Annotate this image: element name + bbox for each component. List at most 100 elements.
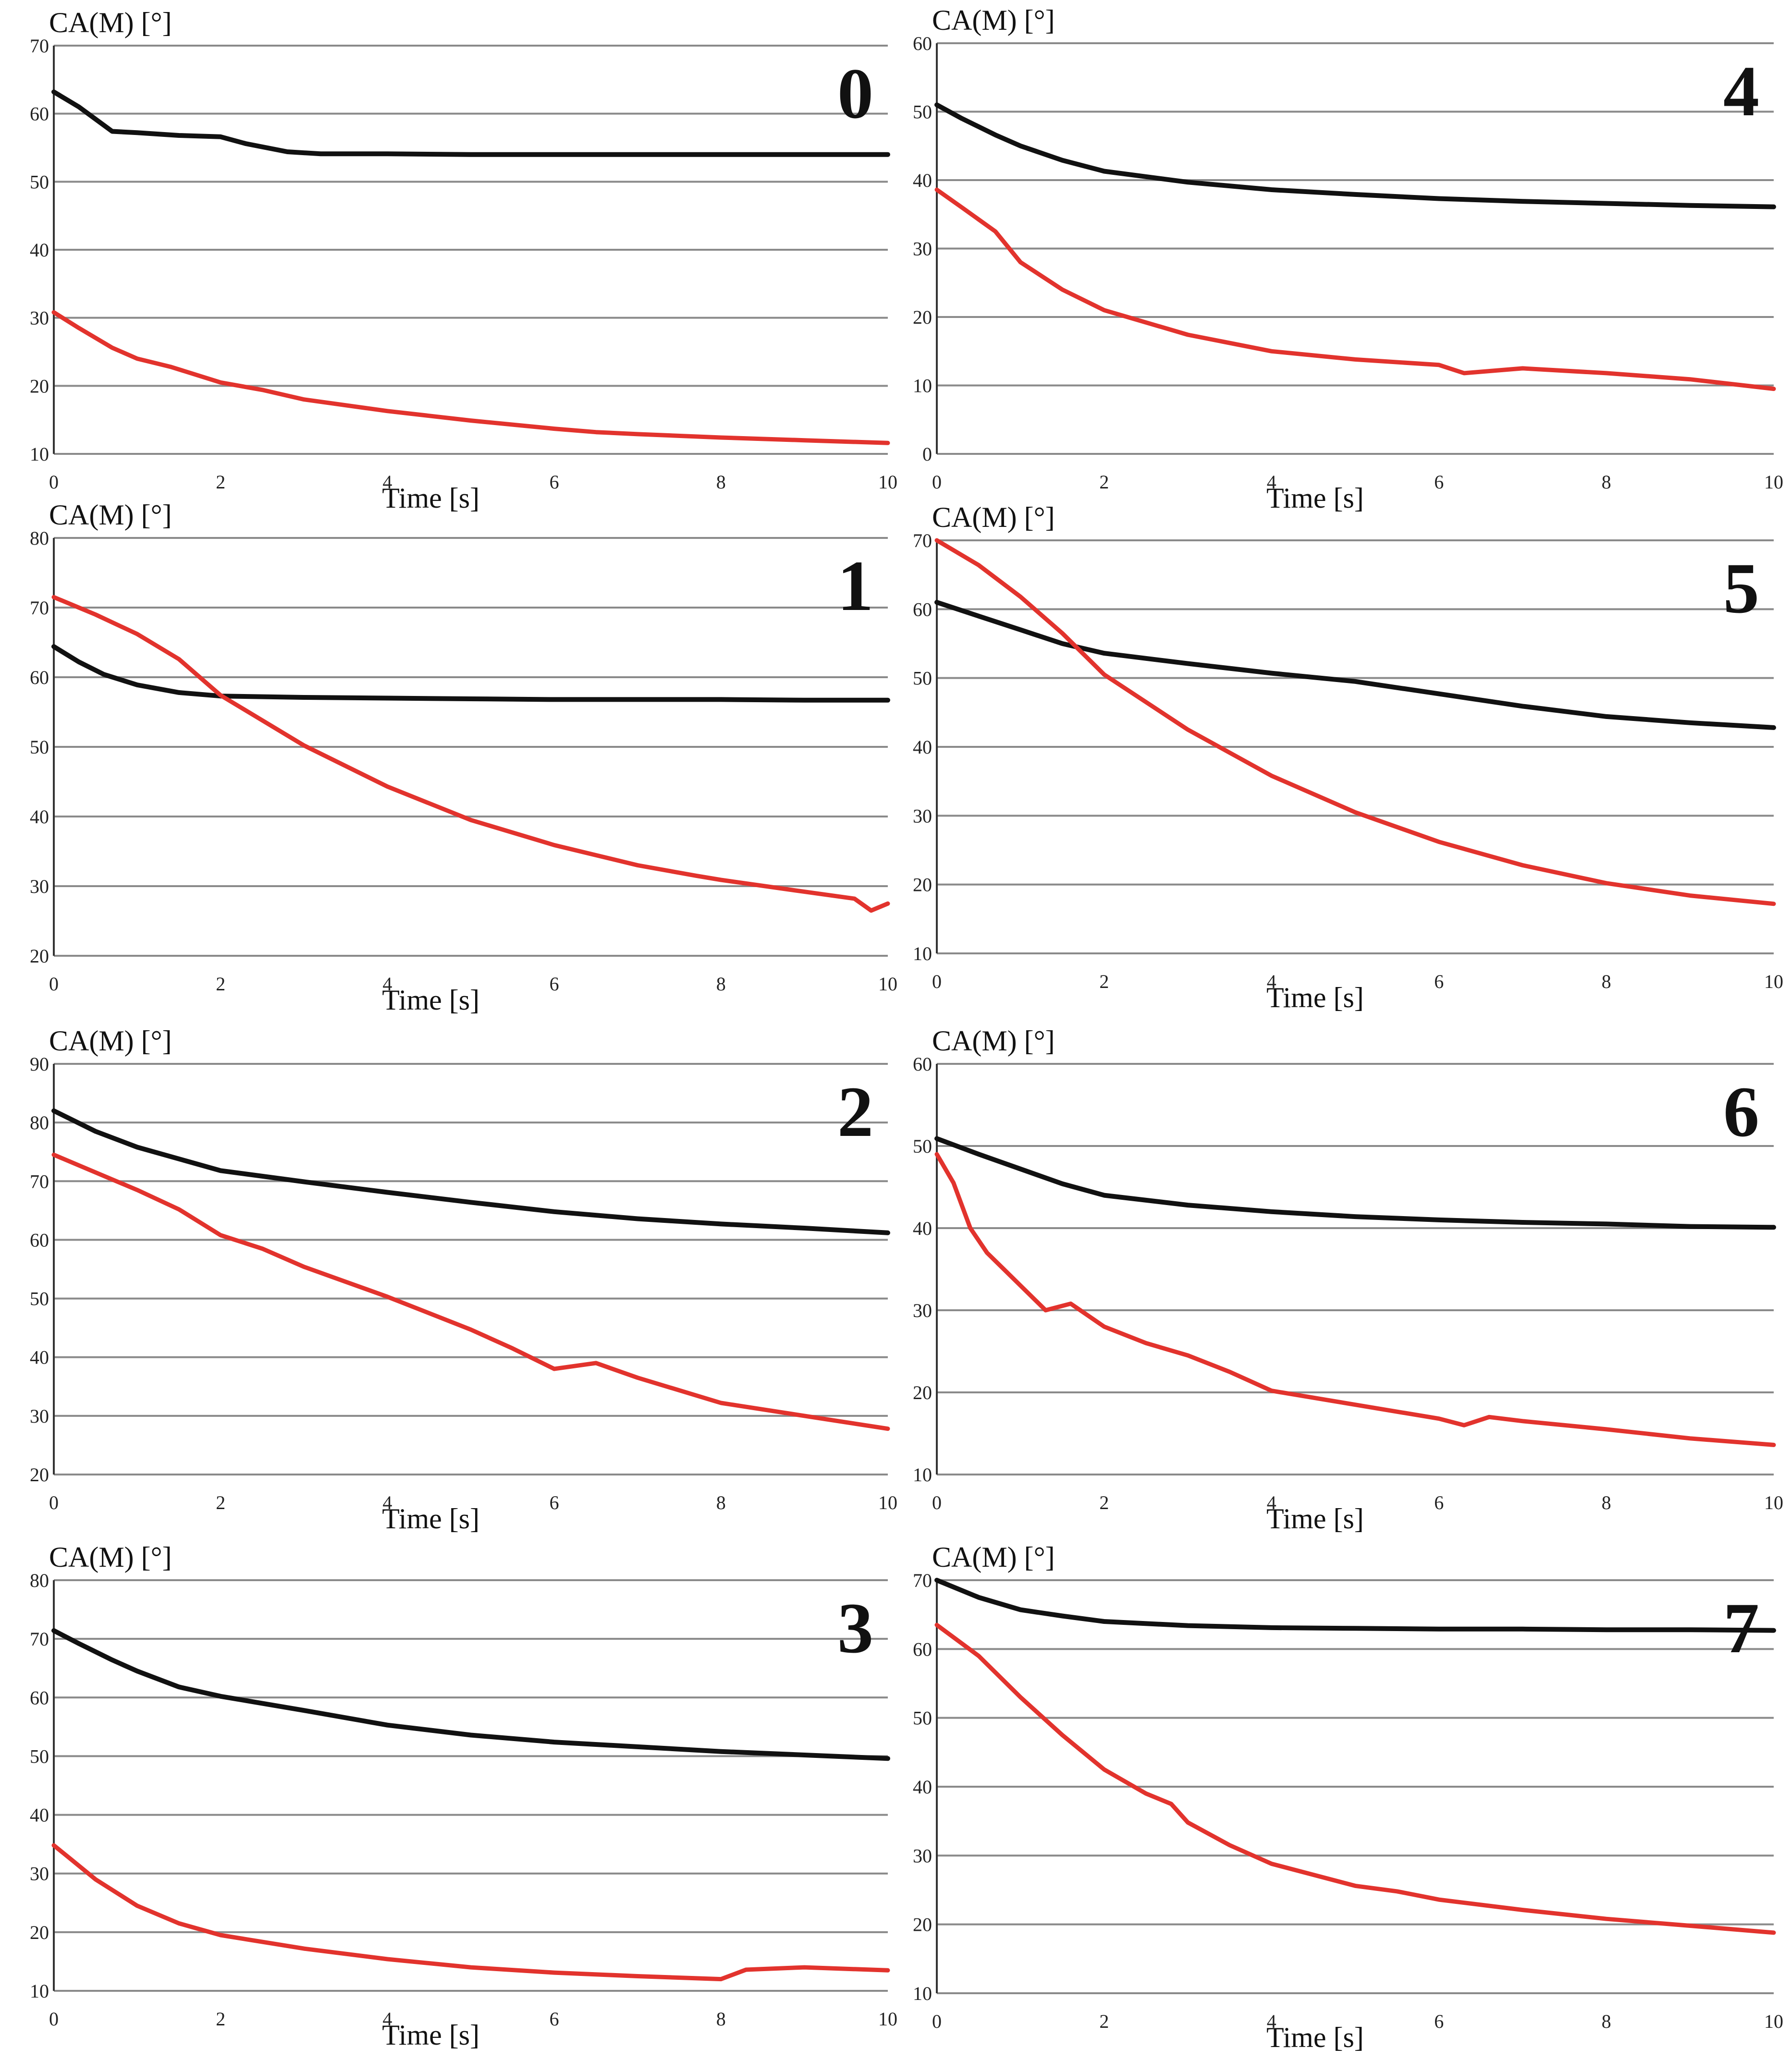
series-line-black xyxy=(51,1628,890,1761)
panel-number: 1 xyxy=(837,546,873,626)
y-tick-label: 0 xyxy=(922,443,932,465)
y-tick-label: 10 xyxy=(913,943,932,964)
x-tick-label: 6 xyxy=(1434,471,1444,493)
x-tick-label: 2 xyxy=(1099,1492,1109,1513)
y-tick-label: 70 xyxy=(30,35,49,57)
y-tick-label: 50 xyxy=(30,1288,49,1310)
x-tick-label: 8 xyxy=(716,1492,726,1513)
chart-panel-1: 20 30 40 50 60 70 80 0 2 4 6 8 10 CA(M) [°] Time [s] 1 xyxy=(30,499,897,1016)
x-axis-title: Time [s] xyxy=(1266,982,1364,1013)
y-axis-title: CA(M) [°] xyxy=(49,1025,172,1057)
x-tick-label: 4 xyxy=(382,973,392,995)
y-tick-label: 40 xyxy=(913,1776,932,1798)
y-tick-label: 30 xyxy=(913,1300,932,1321)
x-tick-label: 6 xyxy=(550,1492,559,1513)
x-tick-label: 8 xyxy=(1602,971,1611,992)
chart-panel-3: 10 20 30 40 50 60 70 80 0 2 4 6 8 10 CA(M) [°] Time [s]… xyxy=(30,1541,897,2051)
panel-number: 5 xyxy=(1723,548,1759,628)
x-tick-label: 10 xyxy=(1764,2011,1783,2032)
y-tick-label: 90 xyxy=(30,1053,49,1075)
y-tick-label: 70 xyxy=(30,1628,49,1650)
y-tick-label: 20 xyxy=(30,945,49,967)
y-tick-label: 40 xyxy=(913,1218,932,1239)
y-tick-label: 30 xyxy=(30,1405,49,1427)
y-tick-label: 30 xyxy=(30,876,49,897)
x-tick-label: 6 xyxy=(550,471,559,493)
y-tick-label: 50 xyxy=(913,101,932,123)
x-axis-title: Time [s] xyxy=(1266,1503,1364,1535)
x-tick-label: 6 xyxy=(1434,1492,1444,1513)
x-axis-title: Time [s] xyxy=(382,2019,479,2051)
x-tick-label: 0 xyxy=(932,1492,942,1513)
series-line-red xyxy=(51,1843,890,1982)
x-tick-label: 2 xyxy=(216,471,225,493)
y-tick-label: 60 xyxy=(30,103,49,125)
x-tick-label: 6 xyxy=(550,2008,559,2030)
x-tick-label: 2 xyxy=(216,973,225,995)
series-line-black xyxy=(934,1578,1776,1633)
y-tick-label: 60 xyxy=(913,33,932,54)
x-tick-label: 8 xyxy=(716,471,726,493)
series-line-black xyxy=(934,600,1776,730)
y-axis-title: CA(M) [°] xyxy=(932,4,1055,36)
x-axis-title: Time [s] xyxy=(1266,482,1364,514)
y-tick-label: 50 xyxy=(913,1707,932,1729)
x-tick-label: 0 xyxy=(49,1492,59,1513)
x-tick-label: 8 xyxy=(1602,2011,1611,2032)
series-line-black xyxy=(51,89,890,157)
y-tick-label: 40 xyxy=(913,170,932,191)
x-axis-title: Time [s] xyxy=(1266,2022,1364,2053)
x-tick-label: 10 xyxy=(878,1492,897,1513)
y-tick-label: 40 xyxy=(913,736,932,758)
chart-panel-5: 10 20 30 40 50 60 70 0 2 4 6 8 10 CA(M) [°] Time [s] 5 xyxy=(913,501,1783,1013)
y-axis-title: CA(M) [°] xyxy=(932,1025,1055,1057)
y-tick-label: 80 xyxy=(30,527,49,549)
x-tick-label: 0 xyxy=(932,471,942,493)
series-line-black xyxy=(934,102,1776,209)
y-tick-label: 30 xyxy=(913,805,932,827)
x-tick-label: 10 xyxy=(1764,1492,1783,1513)
y-axis-title: CA(M) [°] xyxy=(49,7,172,38)
y-tick-label: 60 xyxy=(913,598,932,620)
series-line-red xyxy=(934,538,1776,906)
series-line-red xyxy=(934,1152,1776,1447)
y-axis-title: CA(M) [°] xyxy=(49,499,172,531)
y-tick-label: 60 xyxy=(913,1638,932,1660)
panel-number: 2 xyxy=(837,1072,873,1152)
y-tick-label: 60 xyxy=(30,1229,49,1251)
x-tick-label: 10 xyxy=(878,471,897,493)
x-axis-title: Time [s] xyxy=(382,1503,479,1535)
x-tick-label: 8 xyxy=(1602,471,1611,493)
chart-panel-2: 20 30 40 50 60 70 80 90 0 2 4 6 8 10 CA(M) [°] Time [s]… xyxy=(30,1025,897,1535)
y-tick-label: 70 xyxy=(30,1170,49,1192)
y-tick-label: 30 xyxy=(30,1863,49,1885)
panel-number: 4 xyxy=(1723,51,1759,131)
y-tick-label: 50 xyxy=(913,1135,932,1157)
y-tick-label: 50 xyxy=(30,736,49,758)
series-line-black xyxy=(51,644,890,703)
y-tick-label: 80 xyxy=(30,1570,49,1591)
y-tick-label: 30 xyxy=(30,307,49,329)
y-tick-label: 70 xyxy=(913,1570,932,1591)
y-axis-title: CA(M) [°] xyxy=(932,501,1055,533)
series-line-red xyxy=(934,187,1776,391)
y-tick-label: 60 xyxy=(30,667,49,688)
x-tick-label: 4 xyxy=(382,2008,392,2030)
x-tick-label: 0 xyxy=(49,973,59,995)
y-tick-label: 70 xyxy=(30,597,49,619)
series-line-red xyxy=(51,595,890,913)
y-tick-label: 20 xyxy=(913,1914,932,1936)
x-tick-label: 2 xyxy=(1099,2011,1109,2032)
y-tick-label: 70 xyxy=(913,530,932,551)
series-line-black xyxy=(934,1136,1776,1230)
chart-panel-0: 10 20 30 40 50 60 70 0 2 4 6 8 10 CA(M) [°] Time [s] 0 xyxy=(30,7,897,514)
x-tick-label: 10 xyxy=(1764,471,1783,493)
y-tick-label: 20 xyxy=(913,874,932,896)
series-line-red xyxy=(934,1622,1776,1935)
x-tick-label: 8 xyxy=(1602,1492,1611,1513)
y-tick-label: 10 xyxy=(913,375,932,397)
x-tick-label: 6 xyxy=(550,973,559,995)
y-tick-label: 40 xyxy=(30,806,49,828)
y-tick-label: 20 xyxy=(913,1382,932,1403)
